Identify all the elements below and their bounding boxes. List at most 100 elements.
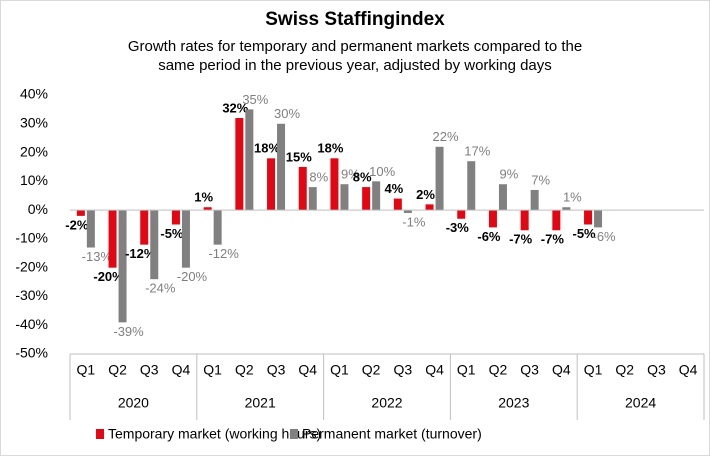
data-label: -6% (477, 229, 501, 244)
data-label: -5% (160, 226, 184, 241)
bar (108, 210, 117, 268)
bar (308, 187, 317, 211)
bar (584, 210, 593, 225)
data-label: -7% (509, 232, 533, 247)
bar (362, 187, 371, 211)
x-tick-label: Q4 (679, 362, 698, 378)
chart-subtitle: same period in the previous year, adjust… (158, 57, 552, 74)
x-group-label: 2020 (118, 395, 149, 411)
data-label: 17% (464, 144, 490, 159)
y-tick-label: -40% (15, 316, 48, 332)
y-tick-label: 0% (28, 201, 48, 217)
x-tick-label: Q1 (330, 362, 349, 378)
bar (562, 207, 571, 211)
x-group-label: 2021 (245, 395, 276, 411)
bar (467, 161, 476, 211)
bar (235, 118, 244, 211)
bar (213, 210, 222, 245)
bar (393, 198, 402, 211)
bar (425, 204, 434, 211)
bar (530, 189, 539, 211)
x-tick-label: Q3 (647, 362, 666, 378)
bar (140, 210, 149, 245)
data-label: -13% (82, 249, 113, 264)
data-label: 18% (317, 141, 343, 156)
bar (403, 210, 412, 213)
data-label: 30% (274, 106, 300, 121)
data-label: -20% (93, 269, 124, 284)
data-label: -5% (572, 226, 596, 241)
x-tick-label: Q2 (108, 362, 127, 378)
bar (552, 210, 561, 231)
x-tick-label: Q3 (267, 362, 286, 378)
x-tick-label: Q2 (235, 362, 254, 378)
bar (171, 210, 180, 225)
data-label: 32% (222, 100, 248, 115)
data-label: -2% (65, 217, 89, 232)
data-label: -39% (113, 324, 144, 339)
legend-label: Permanent market (turnover) (302, 426, 482, 442)
y-tick-label: -10% (15, 230, 48, 246)
y-tick-label: 40% (20, 86, 48, 102)
x-tick-label: Q4 (552, 362, 571, 378)
y-tick-label: 30% (20, 114, 48, 130)
x-group-label: 2024 (625, 395, 656, 411)
bar (435, 146, 444, 211)
chart-subtitle: Growth rates for temporary and permanent… (128, 38, 582, 55)
legend-swatch (96, 429, 104, 439)
y-tick-label: -50% (15, 345, 48, 361)
bar (498, 184, 507, 211)
bar (245, 109, 254, 211)
data-label: 10% (369, 164, 395, 179)
bar (372, 181, 381, 211)
bar (203, 207, 212, 211)
bar (488, 210, 497, 228)
x-tick-label: Q4 (298, 362, 317, 378)
x-tick-label: Q1 (457, 362, 476, 378)
x-group-label: 2023 (498, 395, 529, 411)
chart-title: Swiss Staffingindex (265, 9, 445, 30)
bar (277, 123, 286, 211)
data-label: 9% (500, 167, 519, 182)
x-tick-label: Q4 (172, 362, 191, 378)
legend-label: Temporary market (working hours) (108, 426, 321, 442)
bar (86, 210, 95, 248)
bar (118, 210, 127, 323)
x-tick-label: Q3 (520, 362, 539, 378)
bar (181, 210, 190, 268)
x-tick-label: Q3 (394, 362, 413, 378)
x-tick-label: Q1 (203, 362, 222, 378)
data-label: -20% (177, 269, 208, 284)
x-tick-label: Q4 (425, 362, 444, 378)
bar (340, 184, 349, 211)
y-tick-label: -30% (15, 287, 48, 303)
data-label: -12% (208, 246, 239, 261)
data-label: 22% (433, 129, 459, 144)
bar (267, 158, 276, 211)
x-tick-label: Q1 (584, 362, 603, 378)
data-label: -24% (145, 281, 176, 296)
bar (457, 210, 466, 219)
data-label: -6% (592, 229, 616, 244)
x-tick-label: Q2 (489, 362, 508, 378)
y-tick-label: 10% (20, 172, 48, 188)
x-tick-label: Q2 (362, 362, 381, 378)
x-tick-label: Q2 (615, 362, 634, 378)
data-label: 4% (384, 181, 403, 196)
data-label: 1% (194, 190, 213, 205)
data-label: 8% (309, 170, 328, 185)
data-label: 35% (242, 92, 268, 107)
data-label: -1% (402, 214, 426, 229)
bar (330, 158, 339, 211)
bar (76, 210, 85, 216)
x-tick-label: Q3 (140, 362, 159, 378)
data-label: -12% (125, 246, 156, 261)
bar (298, 166, 307, 211)
y-tick-label: 20% (20, 143, 48, 159)
data-label: 18% (254, 141, 280, 156)
data-label: -7% (541, 232, 565, 247)
data-label: 15% (286, 149, 312, 164)
bar (520, 210, 529, 231)
data-label: -3% (446, 220, 470, 235)
bar (150, 210, 159, 280)
